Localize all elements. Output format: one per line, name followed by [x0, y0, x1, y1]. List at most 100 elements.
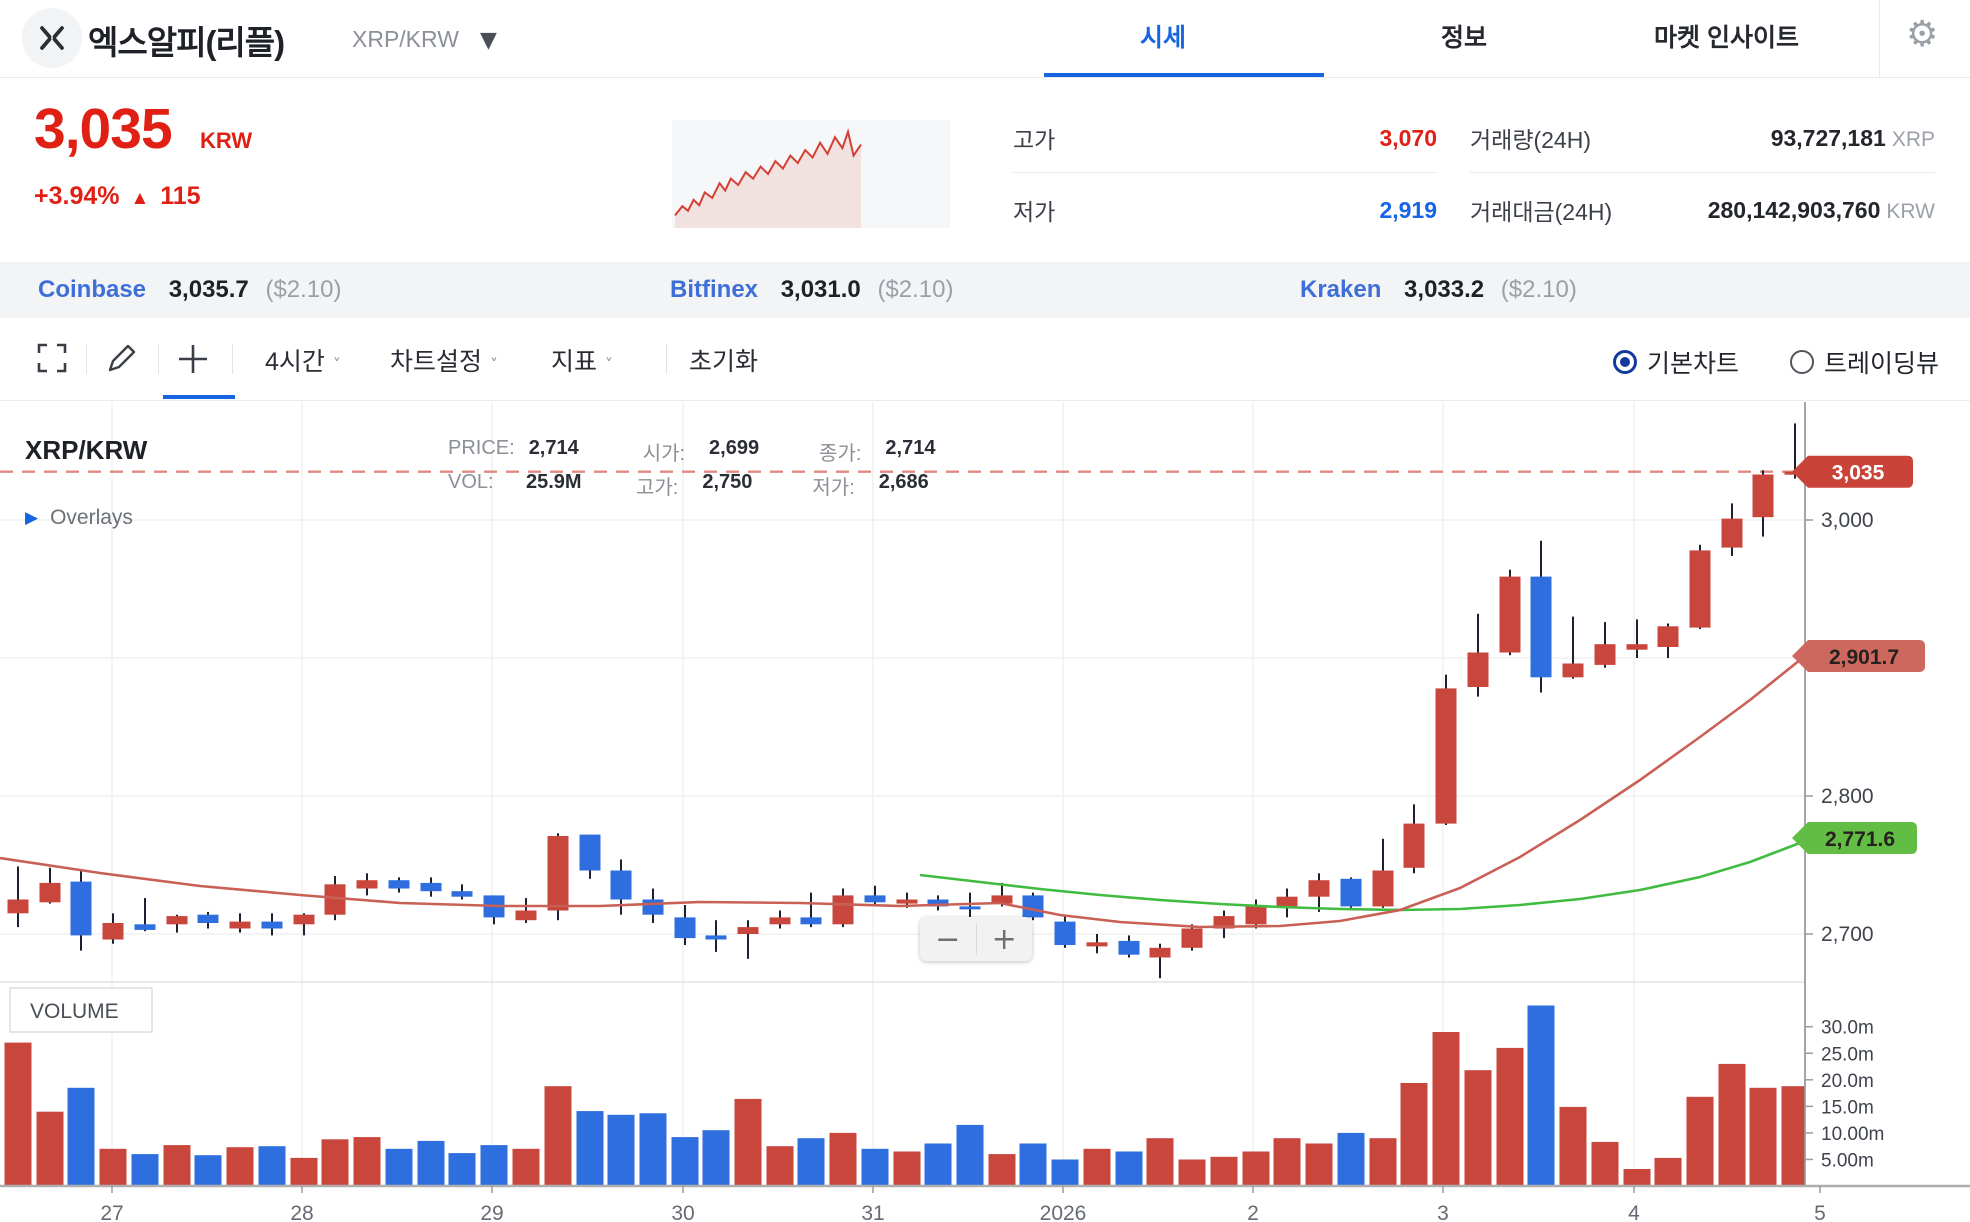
radio-tradingview[interactable]: 트레이딩뷰	[1790, 344, 1939, 380]
svg-text:4: 4	[1628, 1202, 1640, 1222]
stat-amount-row: 거래대금(24H) 280,142,903,760 KRW	[1470, 192, 1935, 228]
exchange-name[interactable]: Bitfinex	[670, 276, 759, 303]
zoom-in-button[interactable]: +	[991, 921, 1017, 957]
pencil-draw-icon[interactable]	[104, 342, 138, 376]
header-divider	[1879, 0, 1880, 77]
radio-label: 트레이딩뷰	[1824, 350, 1940, 378]
tab-quote[interactable]: 시세	[1140, 24, 1187, 52]
svg-text:5.00m: 5.00m	[1821, 1150, 1874, 1171]
interval-dropdown[interactable]: 4시간 ˅	[265, 348, 341, 376]
active-tab-underline	[1044, 73, 1324, 77]
chevron-down-icon: ˅	[605, 355, 614, 374]
current-price-tag: 3,035	[1792, 455, 1913, 488]
svg-text:3,000: 3,000	[1821, 509, 1874, 532]
stat-high-row: 고가 3,070	[1013, 120, 1437, 156]
plot-area	[0, 423, 1805, 1186]
mini-sparkline	[672, 120, 950, 228]
exchange-premium: ($2.10)	[877, 276, 954, 303]
tab-market-insight[interactable]: 마켓 인사이트	[1654, 24, 1799, 52]
svg-text:5: 5	[1814, 1202, 1826, 1222]
exchange-name[interactable]: Kraken	[1300, 276, 1382, 303]
xrp-x-icon	[40, 26, 64, 50]
zoom-out-button[interactable]: −	[935, 921, 961, 957]
svg-text:2: 2	[1247, 1202, 1259, 1222]
exchange-price: 3,035.7	[168, 276, 249, 303]
current-price-currency: KRW	[200, 128, 253, 153]
chart-symbol: XRP/KRW	[25, 435, 148, 465]
chart-info-row-1: PRICE: 2,714 시가: 2,699 종가: 2,714	[448, 437, 935, 466]
open-label: 시가:	[642, 443, 686, 465]
active-tool-underline	[163, 395, 235, 399]
add-indicator-icon[interactable]	[176, 342, 210, 376]
overlays-toggle[interactable]: ▶ Overlays	[25, 506, 133, 530]
svg-text:31: 31	[861, 1202, 884, 1222]
radio-selected-icon	[1613, 350, 1637, 374]
low-label: 저가	[1013, 199, 1056, 225]
zoom-controls: − +	[920, 917, 1032, 961]
candlestick-chart[interactable]: 3,000 2,800 2,700 30.0m 25.0m 20.0m 15.0m 10.00…	[0, 401, 1970, 1222]
close-label: 종가:	[819, 443, 862, 465]
ma-long-line	[919, 839, 1805, 912]
caret-down-icon[interactable]: ▼	[480, 28, 497, 53]
ma-short-tag: 2,901.7	[1792, 640, 1925, 672]
chevron-down-icon: ˅	[332, 355, 341, 374]
gear-icon[interactable]: ⚙	[1906, 14, 1939, 55]
volume-value: 93,727,181 XRP	[1770, 124, 1935, 151]
radio-basic-chart[interactable]: 기본차트	[1613, 344, 1739, 380]
svg-text:3,035: 3,035	[1832, 462, 1885, 485]
header: 엑스알피(리플) XRP/KRW ▼ 시세 정보 마켓 인사이트 ⚙	[0, 0, 1970, 78]
exchange-kraken: Kraken 3,033.2 ($2.10)	[1300, 276, 1577, 304]
chart-low-value: 2,686	[878, 471, 929, 493]
volume-pane-label: VOLUME	[30, 1000, 119, 1023]
price-change-pct: +3.94%	[34, 182, 120, 210]
exchange-premium: ($2.10)	[265, 276, 342, 303]
exchange-price: 3,033.2	[1404, 276, 1485, 303]
stat-volume-row: 거래량(24H) 93,727,181 XRP	[1470, 120, 1935, 156]
stat-low-row: 저가 2,919	[1013, 192, 1437, 228]
chart-region[interactable]: 3,000 2,800 2,700 30.0m 25.0m 20.0m 15.0m 10.00…	[0, 401, 1970, 1222]
svg-text:20.0m: 20.0m	[1821, 1071, 1874, 1092]
chart-info-row-2: VOL: 25.9M 고가: 2,750 저가: 2,686	[448, 471, 929, 500]
price-label: PRICE:	[448, 437, 515, 459]
svg-text:2026: 2026	[1040, 1202, 1087, 1222]
price-value: 2,714	[528, 437, 579, 459]
coin-title: 엑스알피(리플)	[88, 24, 285, 61]
svg-text:28: 28	[290, 1202, 313, 1222]
exchange-coinbase: Coinbase 3,035.7 ($2.10)	[38, 276, 342, 304]
svg-text:2,771.6: 2,771.6	[1825, 828, 1895, 851]
volume-bars	[4, 1005, 1805, 1186]
chart-high-label: 고가:	[636, 477, 679, 499]
chart-settings-dropdown[interactable]: 차트설정 ˅	[390, 348, 499, 376]
svg-text:30: 30	[671, 1202, 694, 1222]
exchange-price: 3,031.0	[780, 276, 861, 303]
vol-label: VOL:	[448, 471, 494, 493]
reset-button[interactable]: 초기화	[689, 348, 759, 376]
close-button[interactable]	[22, 8, 82, 68]
svg-text:29: 29	[480, 1202, 503, 1222]
indicator-dropdown[interactable]: 지표 ˅	[551, 348, 614, 376]
svg-text:15.0m: 15.0m	[1821, 1097, 1874, 1118]
ma-long-tag: 2,771.6	[1792, 822, 1917, 854]
triangle-right-icon: ▶	[25, 508, 39, 528]
high-value: 3,070	[1379, 124, 1437, 151]
svg-text:3: 3	[1437, 1202, 1449, 1222]
amount-label: 거래대금(24H)	[1470, 199, 1613, 225]
vol-value: 25.9M	[526, 471, 582, 493]
fullscreen-icon[interactable]	[36, 342, 68, 374]
svg-text:2,800: 2,800	[1821, 785, 1874, 808]
candles	[7, 423, 1805, 979]
svg-text:27: 27	[100, 1202, 123, 1222]
tab-info[interactable]: 정보	[1441, 24, 1488, 52]
exchange-premium: ($2.10)	[1500, 276, 1577, 303]
ma-short-line	[0, 654, 1805, 929]
overlays-label: Overlays	[50, 506, 133, 529]
exchange-name[interactable]: Coinbase	[38, 276, 147, 303]
volume-label: 거래량(24H)	[1470, 127, 1591, 153]
svg-text:25.0m: 25.0m	[1821, 1044, 1874, 1065]
up-arrow-icon: ▲	[130, 188, 150, 209]
svg-text:2,700: 2,700	[1821, 923, 1874, 946]
price-change: +3.94% ▲ 115	[34, 182, 201, 211]
volume-pane-label-box	[9, 987, 153, 1033]
amount-value: 280,142,903,760 KRW	[1707, 196, 1935, 223]
